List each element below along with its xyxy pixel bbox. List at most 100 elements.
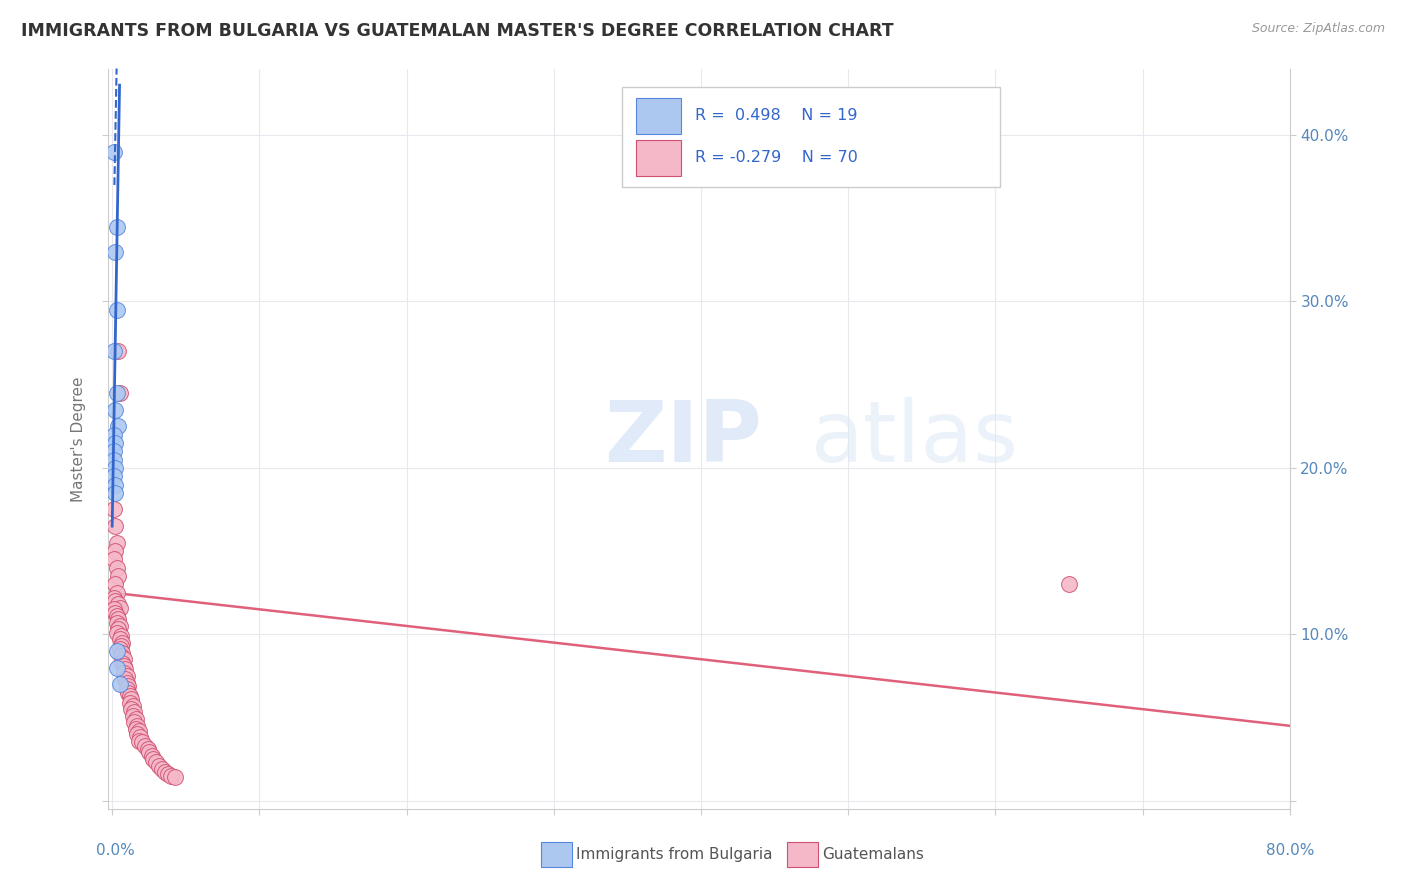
Point <box>105 386 128 401</box>
Point <box>105 585 128 599</box>
Point <box>103 591 125 605</box>
Point <box>103 552 125 566</box>
Point <box>112 652 135 666</box>
Point <box>129 731 152 745</box>
Point <box>115 682 138 697</box>
Point <box>104 244 127 259</box>
Point <box>125 712 148 726</box>
Point <box>115 675 138 690</box>
Point <box>103 344 125 359</box>
Point <box>104 461 127 475</box>
Point <box>110 629 132 643</box>
Point <box>117 685 139 699</box>
Text: R =  0.498    N = 19: R = 0.498 N = 19 <box>696 108 858 123</box>
Point <box>104 402 127 417</box>
FancyBboxPatch shape <box>636 98 681 134</box>
Point <box>122 706 145 720</box>
Point <box>108 677 131 691</box>
FancyBboxPatch shape <box>636 140 681 176</box>
Point <box>142 752 165 766</box>
Point <box>105 535 128 549</box>
Point <box>127 727 149 741</box>
Point <box>111 656 134 670</box>
Point <box>108 600 131 615</box>
Y-axis label: Master's Degree: Master's Degree <box>72 376 86 501</box>
Point <box>127 719 149 733</box>
Text: Guatemalans: Guatemalans <box>823 847 924 862</box>
Point <box>110 648 132 663</box>
Point <box>160 769 183 783</box>
Point <box>104 594 127 608</box>
Point <box>104 436 127 450</box>
Point <box>117 679 139 693</box>
Text: 0.0%: 0.0% <box>96 843 135 858</box>
Point <box>105 560 128 574</box>
Point <box>118 689 141 703</box>
Point <box>107 598 129 612</box>
Point <box>145 756 167 770</box>
Point <box>125 722 148 736</box>
Point <box>110 639 132 653</box>
Point <box>120 702 142 716</box>
Text: IMMIGRANTS FROM BULGARIA VS GUATEMALAN MASTER'S DEGREE CORRELATION CHART: IMMIGRANTS FROM BULGARIA VS GUATEMALAN M… <box>21 22 894 40</box>
Point <box>112 659 135 673</box>
Point <box>108 619 131 633</box>
Text: ZIP: ZIP <box>605 397 762 480</box>
Point <box>104 486 127 500</box>
Point <box>148 758 170 772</box>
Point <box>141 748 163 763</box>
Point <box>103 427 125 442</box>
Point <box>114 672 136 686</box>
Point <box>107 344 129 359</box>
Point <box>122 715 145 730</box>
Point <box>108 386 131 401</box>
Point <box>128 723 150 738</box>
Point <box>104 606 127 620</box>
Text: Source: ZipAtlas.com: Source: ZipAtlas.com <box>1251 22 1385 36</box>
Text: R = -0.279    N = 70: R = -0.279 N = 70 <box>696 150 858 165</box>
Point <box>157 767 180 781</box>
Point <box>105 219 128 234</box>
Point <box>103 602 125 616</box>
Text: 80.0%: 80.0% <box>1267 843 1315 858</box>
Point <box>121 698 143 713</box>
Point <box>118 696 141 710</box>
Point <box>134 739 156 753</box>
Point <box>105 302 128 317</box>
Point <box>111 646 134 660</box>
Point <box>105 644 128 658</box>
Point <box>107 622 129 636</box>
Point <box>108 642 131 657</box>
Point <box>120 692 142 706</box>
Point <box>165 771 187 785</box>
Point <box>105 615 128 630</box>
Point <box>103 452 125 467</box>
Point <box>107 612 129 626</box>
Point <box>103 502 125 516</box>
Point <box>105 660 128 674</box>
Point <box>107 419 129 434</box>
Text: Immigrants from Bulgaria: Immigrants from Bulgaria <box>576 847 773 862</box>
Point <box>103 444 125 458</box>
Point <box>114 662 136 676</box>
Point <box>121 708 143 723</box>
Point <box>111 635 134 649</box>
Point <box>1057 577 1080 591</box>
Point <box>103 145 125 159</box>
Point <box>103 469 125 483</box>
Point <box>104 544 127 558</box>
FancyBboxPatch shape <box>621 87 1000 187</box>
Point <box>105 625 128 640</box>
Point <box>115 669 138 683</box>
Point <box>136 742 159 756</box>
Point <box>104 477 127 491</box>
Point <box>112 665 135 680</box>
Point <box>104 577 127 591</box>
Point <box>108 632 131 647</box>
Text: atlas: atlas <box>811 397 1019 480</box>
Point <box>131 735 153 749</box>
Point <box>107 569 129 583</box>
Point <box>104 519 127 533</box>
Point <box>128 733 150 747</box>
Point <box>105 609 128 624</box>
